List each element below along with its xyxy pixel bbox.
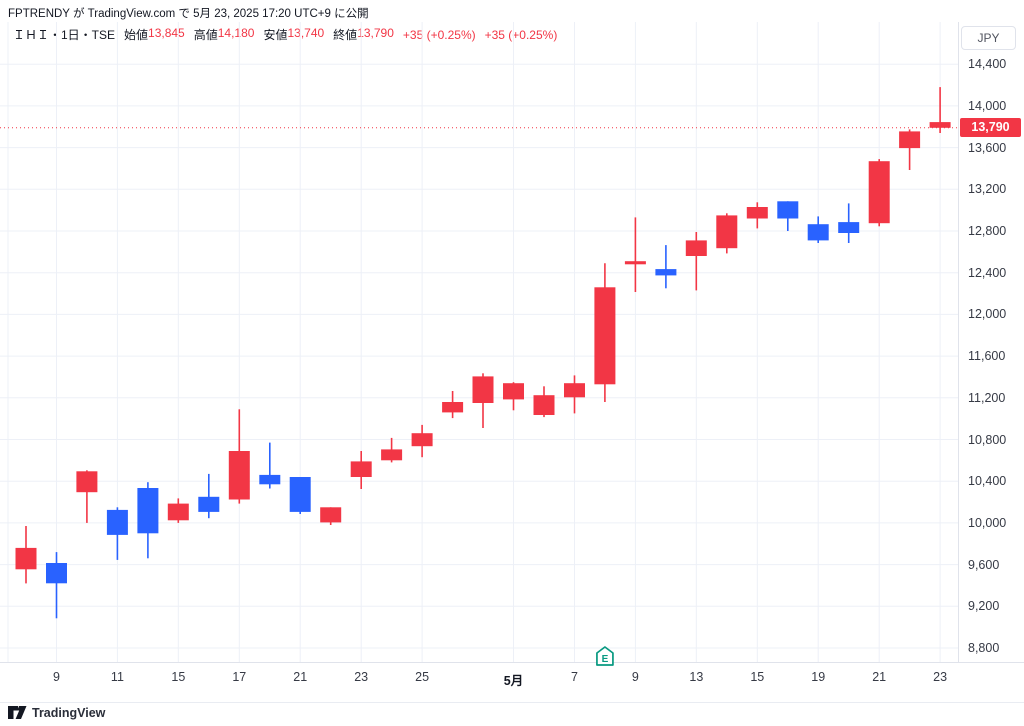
candle	[320, 507, 342, 525]
candle	[289, 477, 311, 514]
candle	[472, 373, 494, 428]
time-tick-label: 13	[689, 670, 704, 684]
candle	[777, 201, 799, 231]
candle	[167, 498, 189, 523]
candle	[442, 391, 464, 419]
price-tick-label: 12,000	[968, 307, 1007, 322]
candle	[594, 263, 616, 402]
candle	[76, 470, 98, 523]
candle	[106, 507, 128, 560]
candle	[46, 552, 67, 619]
candle	[533, 386, 555, 418]
candle	[868, 159, 890, 227]
currency-toggle-button[interactable]: JPY	[961, 26, 1016, 50]
candle	[15, 526, 37, 584]
publish-attribution: FPTRENDY が TradingView.com で 5月 23, 2025…	[8, 8, 369, 20]
price-tick-label: 13,600	[968, 140, 1007, 155]
legend-open: 始値 13,845	[124, 26, 185, 42]
current-price-label: 13,790	[960, 118, 1021, 138]
time-tick-label: 23	[933, 670, 948, 684]
candle	[198, 473, 220, 519]
time-axis[interactable]: 9 11 15 17 21 23 25 5月 7 9 13 15 19 21 23	[0, 662, 1024, 702]
time-tick-label: 15	[171, 670, 186, 684]
price-tick-label: 12,800	[968, 224, 1007, 238]
price-tick-label: 10,000	[968, 515, 1007, 530]
price-tick-label: 14,400	[968, 57, 1007, 72]
candle	[716, 213, 738, 254]
candle	[564, 375, 585, 414]
price-tick-label: 11,200	[968, 390, 1006, 405]
candle	[259, 442, 281, 489]
price-tick-label: 11,600	[968, 349, 1006, 364]
candle	[137, 482, 159, 559]
tradingview-logo-icon	[8, 706, 27, 719]
candle	[228, 409, 250, 504]
time-tick-label: 21	[293, 670, 308, 684]
price-tick-label: 13,200	[968, 182, 1007, 197]
legend-close: 終値 13,790	[333, 26, 394, 42]
price-tick-label: 9,200	[968, 599, 1000, 614]
earnings-icon[interactable]: E	[596, 646, 614, 666]
time-tick-label: 25	[415, 670, 430, 684]
time-tick-label: 9	[52, 670, 60, 684]
candle	[624, 217, 646, 292]
price-tick-label: 8,800	[968, 641, 1000, 655]
time-tick-label: 19	[811, 670, 826, 684]
legend-bar: ＩＨＩ・1日・TSE 始値 13,845 高値 14,180 安値 13,740 終値…	[13, 26, 557, 43]
candle	[685, 232, 707, 291]
legend-change: +35 (+0.25%)	[402, 27, 476, 42]
candle	[746, 202, 768, 229]
time-tick-label: 21	[872, 670, 887, 684]
price-tick-label: 12,400	[968, 265, 1007, 280]
legend-low: 安値 13,740	[263, 26, 325, 42]
candle	[411, 424, 433, 458]
candle	[807, 216, 829, 243]
candle	[899, 129, 921, 170]
candle	[503, 382, 524, 411]
price-axis[interactable]: JPY 13,790 14,400 14,000 13,600 13,200 12,80…	[958, 0, 1024, 702]
price-tick-label: 10,400	[968, 474, 1007, 489]
tradingview-logo-text: TradingView	[32, 706, 106, 720]
time-tick-label: 5月	[503, 674, 524, 688]
tradingview-attribution[interactable]: TradingView	[8, 706, 105, 720]
time-tick-label: 17	[232, 670, 247, 684]
candle	[350, 451, 372, 489]
time-tick-label: 23	[354, 670, 369, 684]
price-tick-label: 9,600	[968, 557, 1000, 572]
candle	[381, 437, 403, 463]
footer-divider	[0, 702, 1024, 703]
time-tick-label: 15	[750, 670, 765, 684]
time-tick-label: 9	[631, 670, 639, 684]
legend-change-percent: +35 (+0.25%)	[484, 27, 558, 42]
price-tick-label: 14,000	[968, 98, 1007, 113]
time-tick-label: 7	[570, 670, 578, 684]
candle	[655, 245, 677, 289]
candle	[838, 203, 860, 243]
candle	[929, 87, 951, 133]
price-tick-label: 10,800	[968, 432, 1007, 447]
symbol-title: ＩＨＩ・1日・TSE	[13, 28, 116, 42]
svg-text:E: E	[602, 654, 609, 665]
legend-high: 高値 14,180	[193, 26, 255, 42]
time-tick-label: 11	[110, 670, 124, 684]
